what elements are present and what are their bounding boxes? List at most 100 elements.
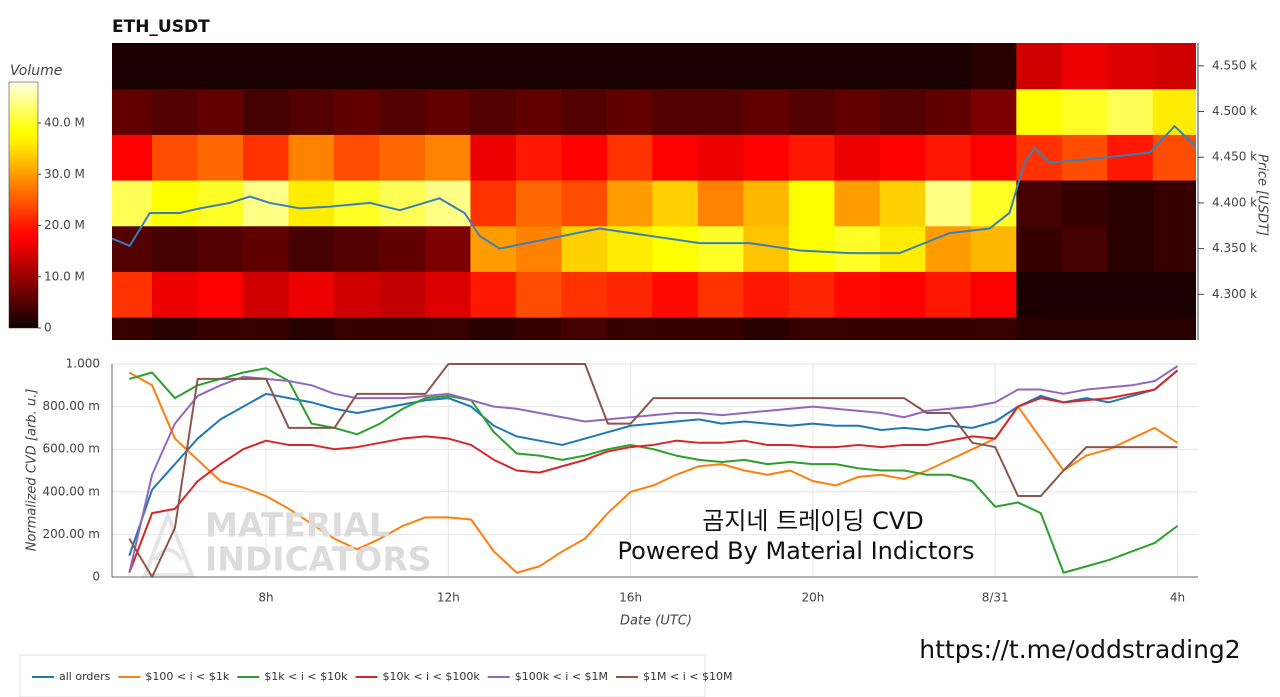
series-line bbox=[128, 369, 1179, 574]
heat-cell bbox=[697, 134, 744, 181]
heat-cell bbox=[834, 225, 881, 272]
heat-cell bbox=[743, 180, 790, 227]
heat-cell bbox=[561, 88, 608, 135]
heat-cell bbox=[515, 134, 562, 181]
series-line bbox=[128, 369, 1179, 557]
heat-cell bbox=[652, 317, 699, 340]
heat-cell bbox=[606, 317, 653, 340]
heat-cell bbox=[561, 271, 608, 318]
heat-cell bbox=[788, 88, 835, 135]
x-tick-label: 20h bbox=[801, 591, 824, 605]
heat-cell bbox=[424, 43, 471, 90]
heat-cell bbox=[879, 43, 926, 90]
watermark: INDICATORS bbox=[205, 540, 432, 579]
heat-cell bbox=[152, 271, 199, 318]
heat-cell bbox=[243, 43, 289, 90]
heat-cell bbox=[652, 134, 699, 181]
heat-cell bbox=[879, 271, 926, 318]
heat-cell bbox=[652, 88, 699, 135]
heat-cell bbox=[743, 317, 790, 340]
heat-cell bbox=[515, 225, 562, 272]
y-tick-label: 200.00 m bbox=[43, 527, 101, 541]
heat-cell bbox=[788, 225, 835, 272]
y-tick-label: 4.350 k bbox=[1212, 241, 1257, 255]
y-tick-label: 400.00 m bbox=[43, 484, 101, 498]
price-line bbox=[112, 124, 1196, 255]
heat-cell bbox=[1061, 317, 1108, 340]
heat-cell bbox=[1107, 180, 1154, 227]
heat-cell bbox=[925, 88, 972, 135]
legend-label: $10k < i < $100k bbox=[382, 670, 480, 683]
heat-cell bbox=[743, 225, 790, 272]
heat-cell bbox=[1152, 225, 1196, 272]
heat-cell bbox=[470, 317, 517, 340]
heat-cell bbox=[515, 317, 562, 340]
heat-cell bbox=[788, 180, 835, 227]
heat-cell bbox=[152, 43, 199, 90]
heat-cell bbox=[288, 317, 335, 340]
legend-label: all orders bbox=[59, 670, 111, 683]
heat-cell bbox=[606, 271, 653, 318]
heat-cell bbox=[834, 88, 881, 135]
heat-cell bbox=[515, 88, 562, 135]
heat-cell bbox=[879, 180, 926, 227]
colorbar bbox=[8, 81, 39, 329]
heat-cell bbox=[970, 43, 1017, 90]
heat-cell bbox=[561, 317, 608, 340]
heat-cell bbox=[1152, 43, 1196, 90]
heat-cell bbox=[561, 180, 608, 227]
legend-label: $100 < i < $1k bbox=[145, 670, 229, 683]
heat-cell bbox=[1016, 88, 1063, 135]
colorbar-tick-label: 40.0 M bbox=[44, 116, 85, 130]
heat-cell bbox=[925, 43, 972, 90]
heat-cell bbox=[243, 180, 289, 227]
heat-cell bbox=[606, 43, 653, 90]
heat-cell bbox=[1107, 134, 1154, 181]
heat-cell bbox=[970, 134, 1017, 181]
heat-cell bbox=[1016, 317, 1063, 340]
heat-cell bbox=[1016, 43, 1063, 90]
legend-label: $100k < i < $1M bbox=[515, 670, 608, 683]
heat-cell bbox=[333, 134, 380, 181]
heat-cell bbox=[970, 180, 1017, 227]
heat-cell bbox=[834, 317, 881, 340]
heat-cell bbox=[243, 225, 289, 272]
heat-cell bbox=[697, 88, 744, 135]
heat-cell bbox=[515, 180, 562, 227]
heat-cell bbox=[243, 317, 289, 340]
y-tick-label: 1.000 bbox=[66, 357, 100, 371]
y-tick-label: 4.500 k bbox=[1212, 104, 1257, 118]
y-tick-label: 800.00 m bbox=[43, 399, 101, 413]
heat-cell bbox=[152, 88, 199, 135]
heat-cell bbox=[379, 225, 426, 272]
heat-cell bbox=[970, 88, 1017, 135]
heat-cell bbox=[925, 180, 972, 227]
heat-cell bbox=[879, 88, 926, 135]
heat-cell bbox=[1016, 134, 1063, 181]
heat-cell bbox=[561, 43, 608, 90]
heat-cell bbox=[1152, 271, 1196, 318]
heat-cell bbox=[197, 225, 244, 272]
y-tick-label: 4.450 k bbox=[1212, 150, 1257, 164]
heat-cell bbox=[424, 317, 471, 340]
heat-cell bbox=[652, 180, 699, 227]
legend-label: $1k < i < $10k bbox=[264, 670, 348, 683]
heat-cell bbox=[379, 134, 426, 181]
heat-cell bbox=[561, 134, 608, 181]
heat-cell bbox=[424, 88, 471, 135]
heat-cell bbox=[470, 134, 517, 181]
link: https://t.me/oddstrading2 bbox=[919, 635, 1240, 664]
heat-cell bbox=[561, 225, 608, 272]
watermark: MATERIAL bbox=[205, 506, 390, 545]
legend-label: $1M < i < $10M bbox=[643, 670, 732, 683]
heat-cell bbox=[197, 180, 244, 227]
heat-cell bbox=[925, 317, 972, 340]
y-axis-label: Price [USDT] bbox=[1255, 154, 1270, 236]
heat-cell bbox=[1061, 271, 1108, 318]
series-line bbox=[129, 367, 1179, 574]
heat-cell bbox=[1107, 88, 1154, 135]
heat-cell bbox=[1152, 317, 1196, 340]
watermark-logo bbox=[142, 509, 195, 577]
heat-cell bbox=[834, 43, 881, 90]
